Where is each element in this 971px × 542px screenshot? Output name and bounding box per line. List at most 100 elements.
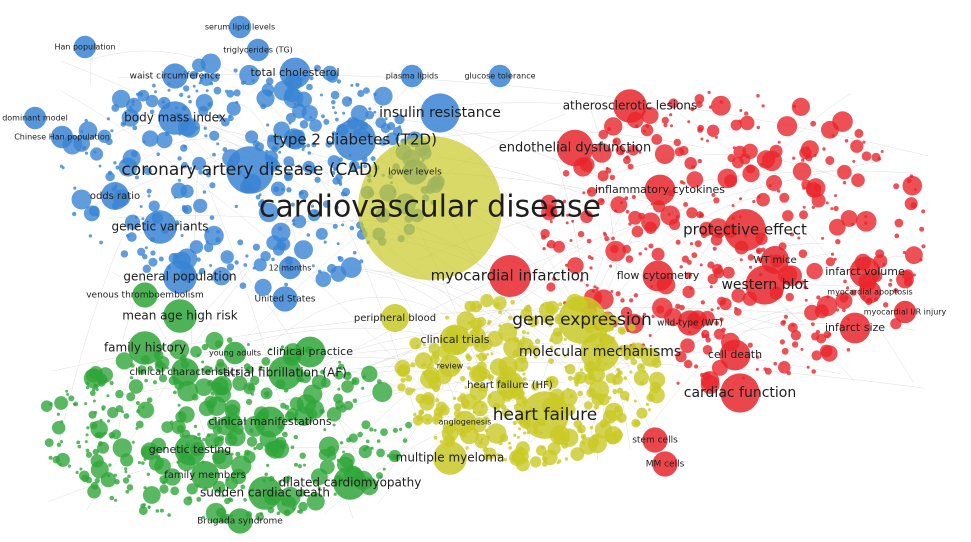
node-bubble [258, 202, 279, 223]
node-label: general population [123, 270, 236, 284]
node-bubble [290, 202, 295, 207]
node-bubble [243, 263, 248, 267]
node-bubble [599, 393, 603, 397]
node-bubble [801, 158, 805, 162]
node-bubble [410, 362, 416, 368]
node-bubble [59, 164, 64, 168]
node-bubble [73, 401, 79, 407]
node-bubble [412, 415, 424, 426]
node-bubble [591, 289, 595, 293]
node-bubble [593, 285, 597, 289]
node-bubble [280, 402, 287, 409]
node-bubble [84, 151, 89, 155]
node-bubble [342, 111, 346, 115]
node-bubble [700, 300, 706, 305]
node-bubble [849, 256, 881, 288]
node-bubble [612, 380, 617, 385]
node-bubble [546, 282, 556, 292]
node-bubble [152, 83, 156, 88]
node-bubble [309, 115, 313, 119]
node-bubble [513, 403, 523, 413]
node-bubble [457, 396, 463, 402]
node-bubble [202, 365, 212, 375]
node-bubble [600, 199, 604, 203]
node-bubble [156, 152, 160, 156]
node-bubble [744, 111, 749, 116]
node-bubble [198, 271, 202, 275]
node-bubble [338, 360, 342, 364]
node-bubble [202, 515, 205, 519]
node-bubble [204, 225, 224, 246]
node-bubble [227, 508, 253, 534]
node-bubble [250, 375, 260, 386]
node-bubble [679, 145, 689, 156]
node-label: clinical characteristics [129, 367, 240, 378]
node-bubble [156, 132, 173, 149]
node-bubble [266, 123, 270, 127]
node-bubble [830, 207, 834, 211]
node-bubble [267, 447, 271, 451]
node-bubble [201, 360, 205, 364]
node-label: review [437, 362, 464, 371]
node-bubble [400, 64, 424, 88]
node-bubble [54, 396, 68, 410]
node-bubble [392, 126, 403, 137]
node-bubble [213, 480, 226, 494]
node-bubble [397, 383, 406, 392]
node-bubble [84, 402, 88, 406]
node-bubble [195, 94, 214, 112]
node-bubble [284, 166, 288, 170]
node-bubble [363, 164, 368, 169]
node-bubble [73, 186, 77, 190]
node-bubble [88, 410, 97, 419]
node-bubble [612, 137, 621, 146]
node-bubble [154, 359, 163, 368]
node-bubble [273, 244, 285, 256]
node-bubble [327, 263, 337, 274]
node-bubble [106, 394, 110, 398]
node-bubble [610, 244, 619, 254]
node-bubble [301, 144, 307, 149]
node-bubble [315, 271, 332, 288]
node-bubble [237, 239, 244, 246]
node-bubble [163, 299, 197, 333]
node-bubble [293, 102, 297, 106]
node-bubble [128, 331, 162, 365]
node-bubble [566, 213, 569, 217]
node-bubble [453, 410, 477, 434]
node-bubble [299, 120, 309, 129]
node-bubble [68, 395, 75, 402]
node-bubble [804, 304, 820, 321]
node-bubble [919, 226, 925, 232]
node-bubble [496, 371, 524, 399]
node-bubble [591, 142, 612, 163]
node-bubble [173, 390, 177, 395]
node-bubble [192, 156, 207, 171]
node-bubble [556, 129, 594, 167]
node-bubble [147, 365, 153, 371]
node-bubble [89, 390, 96, 396]
node-bubble [630, 358, 638, 366]
node-bubble [567, 257, 584, 274]
node-bubble [279, 347, 283, 351]
node-bubble [526, 304, 531, 308]
node-label: peripheral blood [354, 313, 436, 324]
node-bubble [149, 109, 155, 115]
node-bubble [131, 440, 135, 444]
node-bubble [648, 243, 654, 249]
node-bubble [240, 484, 246, 490]
node-bubble [148, 257, 158, 267]
node-bubble [686, 259, 692, 265]
node-label: young adults [209, 349, 261, 358]
node-label: sudden cardiac death [200, 486, 330, 500]
node-bubble [628, 222, 632, 226]
node-label: flow cytometry [617, 269, 700, 282]
node-bubble [187, 95, 191, 99]
node-label: myocardial I/R injury [864, 308, 947, 317]
node-bubble [631, 194, 637, 200]
node-bubble [217, 114, 222, 119]
node-bubble [97, 379, 106, 387]
node-bubble [419, 395, 435, 411]
node-bubble [213, 86, 222, 95]
node-bubble [603, 231, 606, 235]
